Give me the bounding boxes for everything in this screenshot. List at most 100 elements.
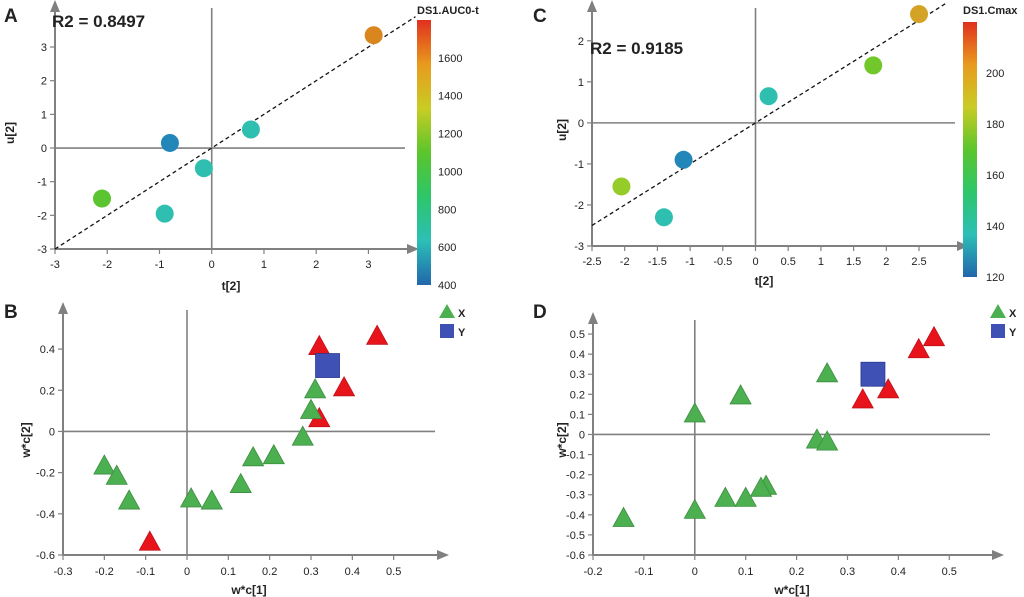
y-tick-label: -0.2 bbox=[566, 470, 585, 482]
legend-square-icon bbox=[991, 324, 1005, 338]
x-tick-label: -2.5 bbox=[583, 256, 602, 268]
panel-letter: B bbox=[4, 302, 18, 323]
panel-b: B -0.3 -0.2 -0.1 0 0.1 0.2 0.3 0.4 0.5 -0.6 -0.4 -0.… bbox=[4, 302, 466, 597]
data-point bbox=[241, 120, 260, 139]
y-tick-label: -0.1 bbox=[566, 450, 585, 462]
y-tick-label: 0.1 bbox=[570, 409, 585, 421]
x-variable-triangle bbox=[241, 445, 265, 467]
panel-letter: C bbox=[533, 6, 547, 27]
x-tick-label: -0.1 bbox=[136, 566, 155, 578]
y-axis-label: u[2] bbox=[3, 122, 17, 144]
x-tick-label: -1 bbox=[685, 256, 695, 268]
x-tick-label: 0.3 bbox=[303, 566, 318, 578]
x-tick-label: 2.5 bbox=[911, 256, 926, 268]
x-variable-triangle bbox=[299, 398, 323, 419]
x-variable-triangle bbox=[683, 498, 706, 519]
y-axis-arrow bbox=[587, 0, 597, 12]
x-variable-triangle bbox=[729, 384, 752, 405]
y-tick-label: 0 bbox=[578, 118, 584, 130]
data-point bbox=[674, 150, 693, 169]
x-axis-arrow bbox=[437, 550, 449, 560]
data-point bbox=[160, 133, 179, 152]
data-point bbox=[864, 56, 883, 75]
data-point bbox=[93, 189, 112, 208]
x-variable-triangle bbox=[105, 464, 128, 485]
colorbar-tick-label: 1200 bbox=[438, 129, 462, 141]
y-tick-label: -0.4 bbox=[566, 510, 585, 522]
x-variable-triangle bbox=[815, 361, 839, 383]
data-point bbox=[654, 208, 673, 227]
legend-triangle-icon bbox=[990, 304, 1006, 318]
x-variable-triangle bbox=[200, 489, 223, 510]
r2-value: R2 = 0.9185 bbox=[590, 39, 683, 58]
x-tick-label: 0.4 bbox=[345, 566, 360, 578]
colorbar bbox=[963, 22, 977, 277]
x-tick-label: -0.2 bbox=[95, 566, 114, 578]
data-point bbox=[612, 177, 631, 196]
y-tick-label: -0.3 bbox=[566, 490, 585, 502]
y-tick-label: -0.5 bbox=[566, 530, 585, 542]
legend-label: X bbox=[1009, 308, 1017, 320]
x-tick-label: 0 bbox=[184, 566, 190, 578]
x-variable-triangle bbox=[683, 402, 706, 423]
regression-line bbox=[54, 16, 416, 250]
regression-line bbox=[591, 3, 946, 227]
x-variable-triangle bbox=[179, 487, 203, 508]
colorbar-tick-label: 200 bbox=[986, 68, 1004, 80]
y-tick-label: -3 bbox=[574, 241, 584, 253]
y-axis-label: u[2] bbox=[555, 119, 569, 141]
y-tick-label: 0 bbox=[41, 143, 47, 155]
x-tick-label: 2 bbox=[313, 259, 319, 271]
x-variable-triangle bbox=[815, 430, 839, 451]
x-variable-triangle bbox=[303, 378, 327, 399]
x-tick-label: -2 bbox=[102, 259, 112, 271]
panel-letter: D bbox=[533, 302, 547, 323]
x-variable-triangle bbox=[877, 378, 900, 399]
x-axis-arrow bbox=[992, 550, 1004, 560]
panel-c: C -2.5 -2 -1.5 -1 -0.5 0 0.5 1 1.5 2 2.5 -3 -2 -1 0 1 2 t[… bbox=[533, 0, 1018, 288]
colorbar-tick-label: 1000 bbox=[438, 166, 462, 178]
x-tick-label: 0 bbox=[692, 566, 698, 578]
x-tick-label: 0.3 bbox=[840, 566, 855, 578]
x-variable-triangle bbox=[734, 486, 757, 507]
y-tick-label: -1 bbox=[574, 159, 584, 171]
y-tick-label: -2 bbox=[37, 210, 47, 222]
x-variable-triangle bbox=[714, 486, 737, 507]
y-tick-label: -3 bbox=[37, 244, 47, 256]
x-tick-label: -0.2 bbox=[584, 566, 603, 578]
y-tick-label: 2 bbox=[41, 76, 47, 88]
colorbar-title: DS1.Cmax bbox=[963, 5, 1018, 17]
colorbar-tick-label: 1400 bbox=[438, 91, 462, 103]
x-variable-triangle bbox=[612, 506, 635, 527]
y-tick-label: 1 bbox=[578, 77, 584, 89]
colorbar-tick-label: 120 bbox=[986, 272, 1004, 284]
x-variable-triangle bbox=[93, 454, 116, 475]
panel-letter: A bbox=[4, 6, 18, 27]
data-point bbox=[759, 87, 778, 106]
x-tick-label: -2 bbox=[620, 256, 630, 268]
x-tick-label: 0.2 bbox=[262, 566, 277, 578]
x-tick-label: 0.5 bbox=[942, 566, 957, 578]
x-variable-triangle bbox=[365, 324, 389, 345]
x-variable-triangle bbox=[332, 375, 356, 397]
x-axis-arrow bbox=[407, 244, 419, 254]
x-axis-label: w*c[1] bbox=[230, 583, 266, 597]
data-point bbox=[155, 204, 174, 223]
x-variable-triangle bbox=[922, 325, 946, 347]
colorbar-tick-label: 140 bbox=[986, 221, 1004, 233]
x-variable-triangle bbox=[262, 443, 285, 465]
x-variable-triangle bbox=[291, 425, 314, 446]
x-tick-label: 1 bbox=[261, 259, 267, 271]
y-tick-label: 0 bbox=[579, 429, 585, 441]
x-tick-label: 3 bbox=[365, 259, 371, 271]
y-axis-label: w*c[2] bbox=[19, 422, 33, 458]
x-variable-triangle bbox=[308, 334, 331, 356]
x-tick-label: 0.1 bbox=[738, 566, 753, 578]
colorbar-tick-label: 180 bbox=[986, 119, 1004, 131]
y-tick-label: -1 bbox=[37, 177, 47, 189]
y-tick-label: -0.4 bbox=[36, 509, 55, 521]
x-tick-label: 2 bbox=[883, 256, 889, 268]
x-variable-triangle bbox=[851, 388, 874, 409]
x-axis-label: t[2] bbox=[755, 274, 774, 288]
